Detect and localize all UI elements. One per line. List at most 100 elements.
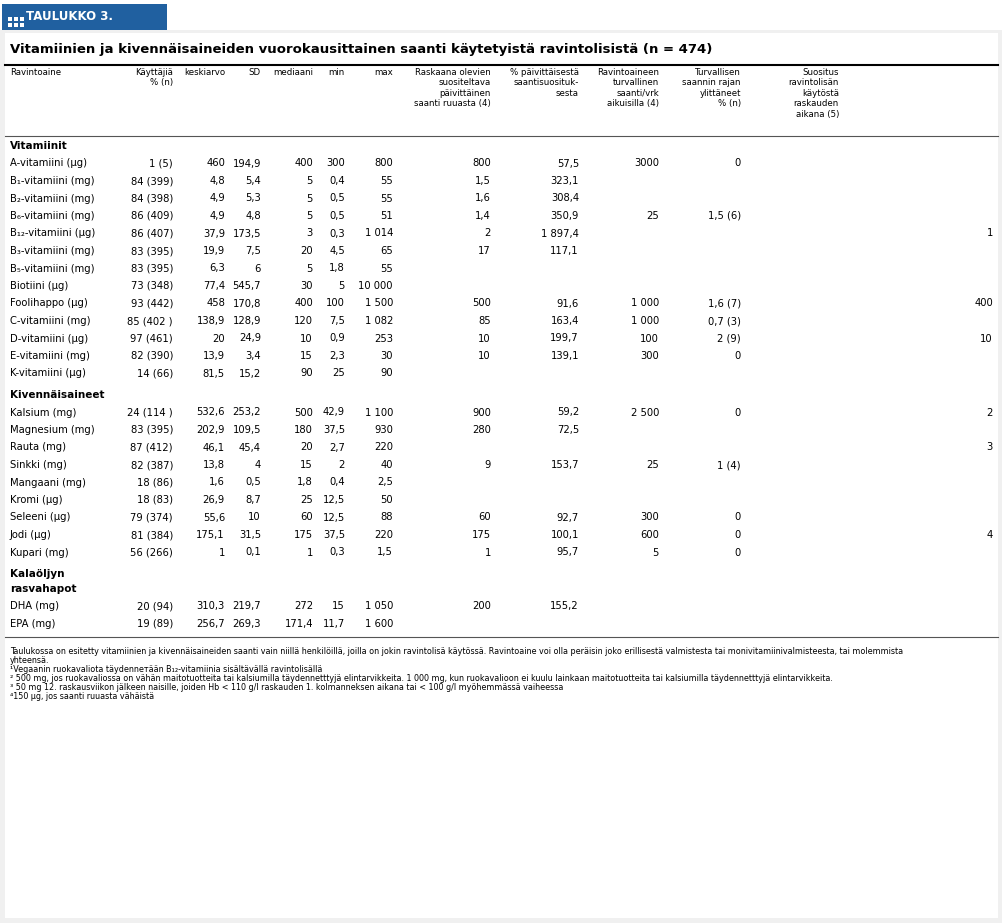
Text: 50: 50: [380, 495, 393, 505]
Text: 1,6: 1,6: [475, 194, 491, 203]
Text: 81,5: 81,5: [202, 368, 224, 378]
Text: 800: 800: [374, 159, 393, 169]
Text: B₅-vitamiini (mg): B₅-vitamiini (mg): [10, 263, 94, 273]
Text: 3: 3: [986, 442, 992, 452]
Text: 0,4: 0,4: [329, 477, 345, 487]
Text: 60: 60: [300, 512, 313, 522]
Text: 6,3: 6,3: [209, 263, 224, 273]
Text: 10: 10: [248, 512, 261, 522]
Text: 5: 5: [307, 211, 313, 221]
Text: 46,1: 46,1: [202, 442, 224, 452]
Text: 2,3: 2,3: [329, 351, 345, 361]
Text: D-vitamiini (μg): D-vitamiini (μg): [10, 333, 88, 343]
Text: 83 (395): 83 (395): [130, 425, 172, 435]
Text: 6: 6: [255, 263, 261, 273]
Text: keskiarvo: keskiarvo: [183, 68, 224, 77]
Text: 20 (94): 20 (94): [136, 602, 172, 611]
Text: 17: 17: [478, 246, 491, 256]
Text: 173,5: 173,5: [232, 229, 261, 238]
Bar: [14, 17, 18, 21]
Text: 170,8: 170,8: [232, 298, 261, 308]
Text: Biotiini (μg): Biotiini (μg): [10, 281, 68, 291]
Bar: [2, 4, 167, 30]
Text: 60: 60: [478, 512, 491, 522]
Text: 4: 4: [255, 460, 261, 470]
Text: 200: 200: [472, 602, 491, 611]
Text: 31,5: 31,5: [238, 530, 261, 540]
Text: 81 (384): 81 (384): [130, 530, 172, 540]
Text: 128,9: 128,9: [232, 316, 261, 326]
Text: 100: 100: [639, 333, 658, 343]
Text: 20: 20: [300, 442, 313, 452]
Text: 0,3: 0,3: [329, 547, 345, 557]
Text: 37,5: 37,5: [323, 530, 345, 540]
Text: 280: 280: [472, 425, 491, 435]
Text: 97 (461): 97 (461): [130, 333, 172, 343]
Text: C-vitamiini (mg): C-vitamiini (mg): [10, 316, 90, 326]
Text: 1 600: 1 600: [365, 619, 393, 629]
Text: 0,1: 0,1: [245, 547, 261, 557]
Text: 2,7: 2,7: [329, 442, 345, 452]
Text: 310,3: 310,3: [196, 602, 224, 611]
Text: 25: 25: [645, 211, 658, 221]
Text: 4,9: 4,9: [209, 194, 224, 203]
Text: 3,4: 3,4: [245, 351, 261, 361]
Text: B₁-vitamiini (mg): B₁-vitamiini (mg): [10, 176, 94, 186]
Text: 4,8: 4,8: [245, 211, 261, 221]
Text: 323,1: 323,1: [550, 176, 578, 186]
Text: rasvahapot: rasvahapot: [10, 584, 76, 593]
Text: 0,4: 0,4: [329, 176, 345, 186]
Text: 460: 460: [206, 159, 224, 169]
Text: 0: 0: [734, 547, 740, 557]
Text: 18 (86): 18 (86): [136, 477, 172, 487]
Text: Vitamiinien ja kivennäisaineiden vuorokausittainen saanti käytetyistä ravintolis: Vitamiinien ja kivennäisaineiden vuoroka…: [10, 43, 711, 56]
Text: 30: 30: [301, 281, 313, 291]
Text: 253,2: 253,2: [232, 407, 261, 417]
Text: 308,4: 308,4: [550, 194, 578, 203]
Text: 2: 2: [986, 407, 992, 417]
Text: Kalsium (mg): Kalsium (mg): [10, 407, 76, 417]
Text: Rauta (mg): Rauta (mg): [10, 442, 66, 452]
Text: 400: 400: [294, 298, 313, 308]
Text: 20: 20: [212, 333, 224, 343]
Text: 1 500: 1 500: [365, 298, 393, 308]
Text: 1,8: 1,8: [297, 477, 313, 487]
Text: 0,5: 0,5: [329, 211, 345, 221]
Text: 12,5: 12,5: [323, 495, 345, 505]
Text: 930: 930: [374, 425, 393, 435]
Text: 40: 40: [380, 460, 393, 470]
Text: 77,4: 77,4: [202, 281, 224, 291]
Text: 2 (9): 2 (9): [716, 333, 740, 343]
Text: Kivennäisaineet: Kivennäisaineet: [10, 390, 104, 400]
Text: 95,7: 95,7: [556, 547, 578, 557]
Text: 350,9: 350,9: [550, 211, 578, 221]
Text: 55: 55: [380, 176, 393, 186]
Text: 55: 55: [380, 194, 393, 203]
Text: 0: 0: [734, 512, 740, 522]
Text: 2: 2: [339, 460, 345, 470]
Text: 0: 0: [734, 159, 740, 169]
Text: 87 (412): 87 (412): [130, 442, 172, 452]
Text: Kupari (mg): Kupari (mg): [10, 547, 68, 557]
Text: 72,5: 72,5: [556, 425, 578, 435]
Text: Käyttäjiä
% (n): Käyttäjiä % (n): [135, 68, 172, 88]
Text: 0: 0: [734, 530, 740, 540]
Text: 91,6: 91,6: [556, 298, 578, 308]
Text: 269,3: 269,3: [232, 619, 261, 629]
Text: 256,7: 256,7: [196, 619, 224, 629]
Text: 194,9: 194,9: [232, 159, 261, 169]
Text: 5: 5: [307, 194, 313, 203]
Text: 90: 90: [380, 368, 393, 378]
Text: 117,1: 117,1: [550, 246, 578, 256]
Text: 220: 220: [374, 442, 393, 452]
Text: 5: 5: [307, 263, 313, 273]
Text: 272: 272: [294, 602, 313, 611]
Text: 15,2: 15,2: [238, 368, 261, 378]
Text: 0: 0: [734, 407, 740, 417]
Text: 400: 400: [294, 159, 313, 169]
Text: 138,9: 138,9: [196, 316, 224, 326]
Text: 100,1: 100,1: [550, 530, 578, 540]
Text: 84 (398): 84 (398): [130, 194, 172, 203]
Text: 1: 1: [986, 229, 992, 238]
Text: 139,1: 139,1: [550, 351, 578, 361]
